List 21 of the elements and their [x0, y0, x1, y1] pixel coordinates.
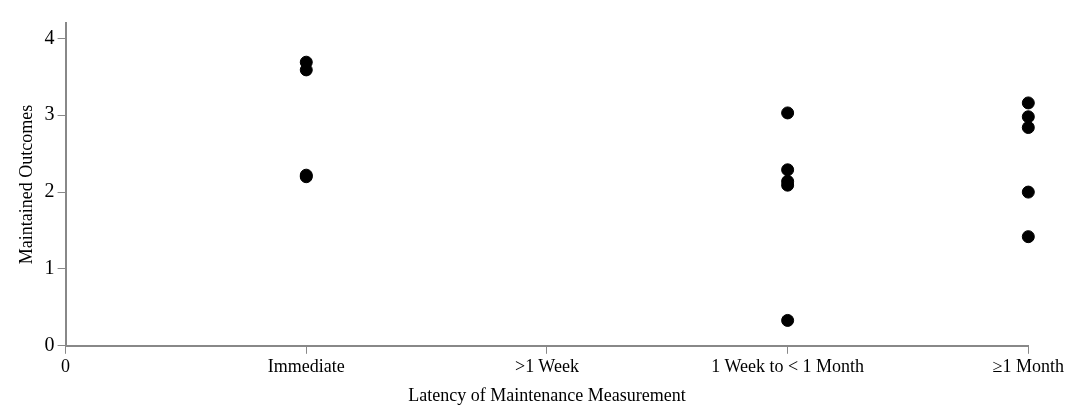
y-tick-label: 2 — [44, 179, 55, 202]
x-tick-label: ≥1 Month — [992, 356, 1064, 377]
point — [781, 313, 795, 327]
x-tick-label: 0 — [61, 356, 71, 377]
y-tick-label: 1 — [44, 256, 55, 279]
y-tick-label: 3 — [44, 102, 55, 125]
y-tick-label: 0 — [44, 333, 55, 356]
x-tick-label: >1 Week — [515, 356, 579, 377]
point — [1021, 121, 1035, 135]
x-axis-title: Latency of Maintenance Measurement — [408, 384, 686, 405]
point — [1021, 110, 1035, 124]
y-tick-label: 4 — [44, 25, 55, 48]
x-tick-label: 1 Week to < 1 Month — [711, 356, 865, 377]
point — [781, 106, 795, 120]
y-axis-title: Maintained Outcomes — [15, 104, 36, 265]
point — [1021, 96, 1035, 110]
point — [1021, 185, 1035, 199]
point — [299, 55, 313, 69]
x-tick-label: Immediate — [267, 356, 345, 377]
point — [1021, 230, 1035, 244]
point — [781, 163, 795, 177]
